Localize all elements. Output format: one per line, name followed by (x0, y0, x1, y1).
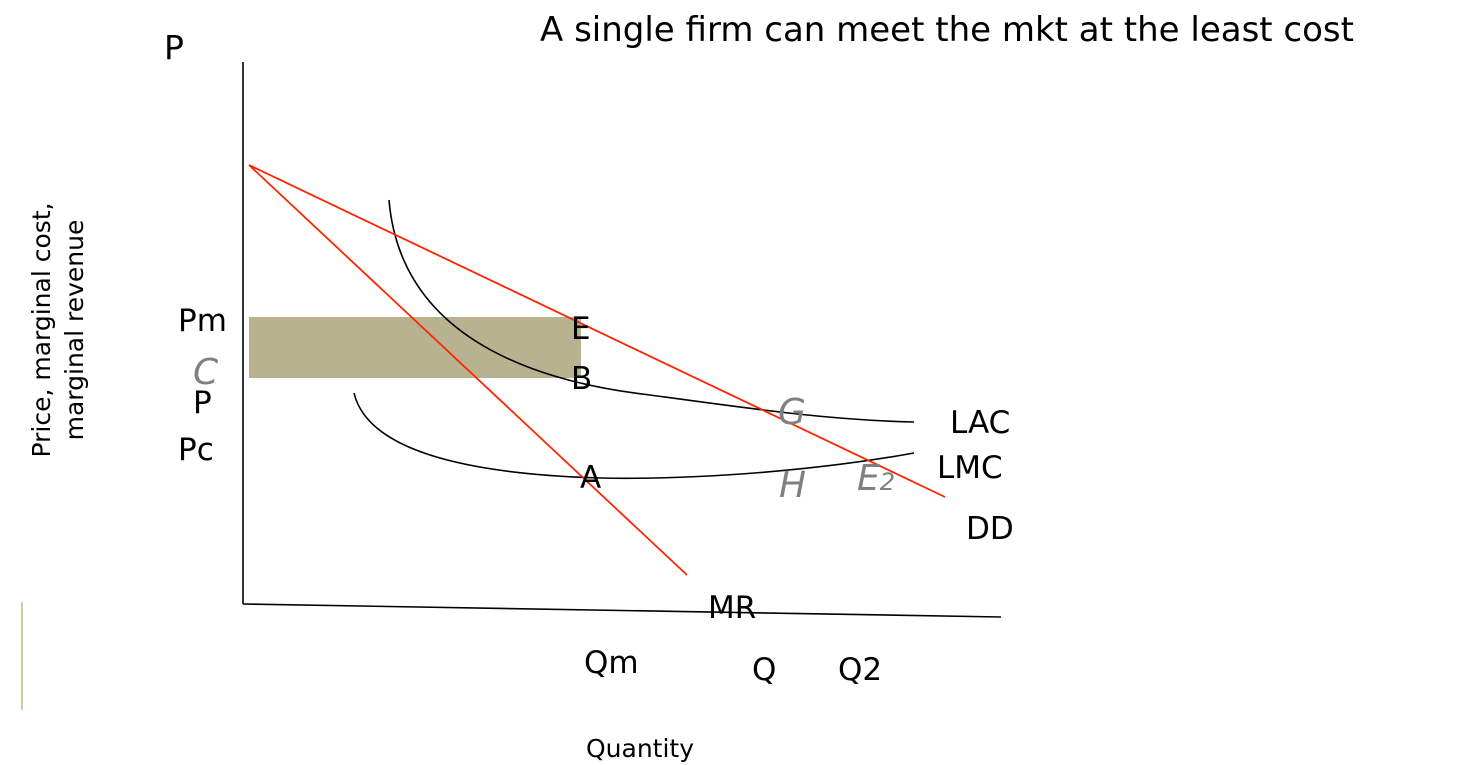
x-axis (242, 603, 1002, 618)
point-e2-sub: 2 (880, 468, 895, 496)
point-h: H (779, 465, 806, 506)
point-a: A (580, 460, 601, 496)
slide-title: A single firm can meet the mkt at the le… (540, 10, 1354, 50)
y-axis-title: Price, marginal cost, marginal revenue (27, 202, 89, 457)
point-b: B (571, 361, 592, 397)
point-e: E (571, 311, 591, 347)
demand-line (248, 164, 946, 498)
label-pm: Pm (178, 303, 227, 339)
label-qm: Qm (584, 645, 639, 681)
mr-line (248, 164, 688, 576)
y-axis-top-label: P (164, 28, 184, 67)
curve-label-dd: DD (966, 511, 1014, 547)
label-q: Q (752, 652, 776, 688)
lac-curve (388, 199, 915, 423)
x-axis-title: Quantity (586, 734, 694, 763)
curve-label-lac: LAC (950, 405, 1010, 441)
y-axis-title-line1: Price, marginal cost, (27, 202, 56, 457)
profit-area (249, 317, 581, 378)
label-pc: Pc (178, 432, 214, 468)
accent-bar (21, 602, 23, 710)
label-p: P (193, 385, 212, 421)
label-c: C (193, 352, 219, 393)
y-axis-title-line2: marginal revenue (60, 220, 89, 441)
point-e2-base: E (857, 458, 880, 499)
point-g: G (778, 392, 806, 433)
point-e2: E2 (857, 458, 895, 499)
label-q2: Q2 (838, 652, 882, 688)
lmc-curve (353, 392, 915, 480)
curve-label-lmc: LMC (937, 450, 1003, 486)
curve-label-mr: MR (708, 590, 756, 626)
